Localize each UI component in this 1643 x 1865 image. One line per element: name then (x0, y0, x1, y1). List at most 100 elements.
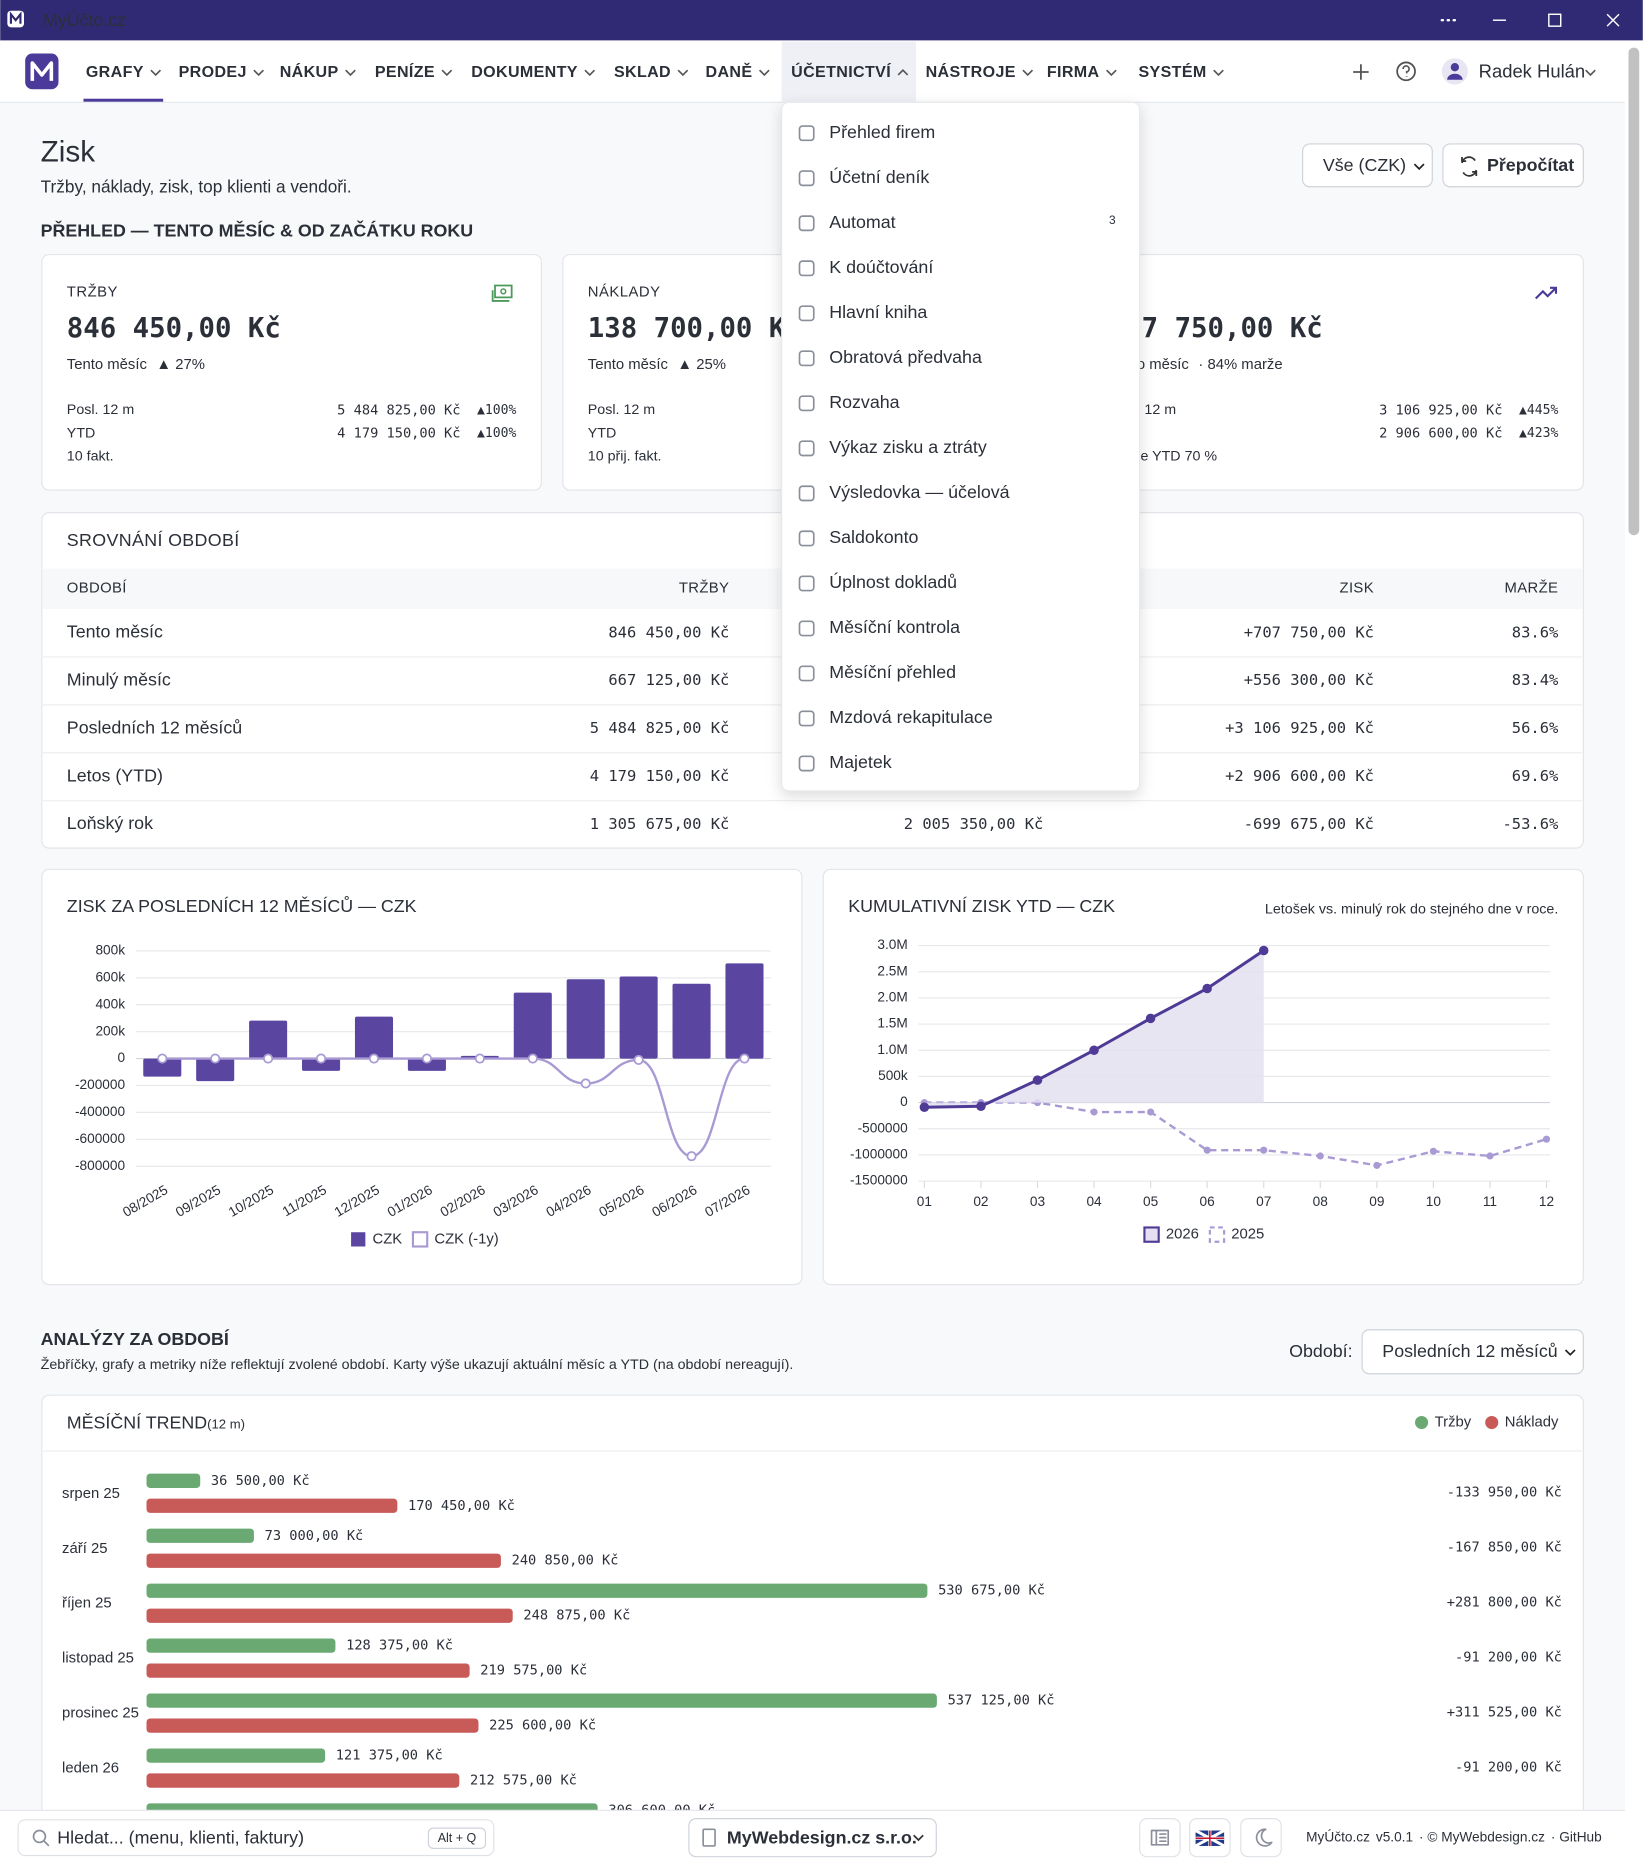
nav-item[interactable]: FIRMA (1047, 63, 1100, 81)
bar (196, 1058, 235, 1082)
kpi-period: Tento měsíc (588, 357, 669, 373)
scrollbar-thumb[interactable] (1628, 47, 1640, 536)
nav-item[interactable]: PENÍZE (375, 62, 435, 81)
menu-item[interactable]: Přehled firem (829, 122, 935, 142)
menu-item[interactable]: Mzdová rekapitulace (829, 707, 993, 727)
nav-item[interactable]: NÁSTROJE (926, 62, 1016, 81)
kpi-row-change: ▲423% (1519, 426, 1558, 441)
table-cell: 69.6% (1512, 767, 1559, 785)
currency-select[interactable] (1302, 143, 1433, 188)
point (919, 1102, 930, 1113)
legend-swatch (1415, 1415, 1429, 1430)
bar (146, 1608, 513, 1623)
difference-label: -133 950,00 Kč (1447, 1485, 1562, 1501)
avatar[interactable] (1441, 58, 1468, 85)
maximize-button[interactable] (1548, 13, 1562, 27)
menu-item[interactable]: Výsledovka — účelová (829, 482, 1009, 502)
y-tick-label: -600000 (75, 1131, 126, 1146)
nav-item[interactable]: DANĚ (706, 62, 753, 81)
y-tick-label: 0 (900, 1094, 908, 1109)
x-tick-label: 08 (1313, 1194, 1328, 1209)
nav-item[interactable]: ÚČETNICTVÍ (791, 62, 891, 81)
kpi-change: ▲ 27% (156, 357, 205, 373)
add-button[interactable] (1353, 64, 1369, 80)
point (1542, 1135, 1551, 1143)
row-label: listopad 25 (62, 1651, 134, 1667)
chevron (441, 69, 453, 77)
company-label[interactable]: MyWebdesign.cz s.r.o. (727, 1828, 917, 1848)
menu-item[interactable]: Rozvaha (829, 392, 899, 412)
menu-item[interactable]: Měsíční přehled (829, 662, 956, 682)
kpi-label: TRŽBY (67, 284, 118, 301)
search-placeholder[interactable]: Hledat... (menu, klienti, faktury) (57, 1828, 304, 1848)
row-label: Minulý měsíc (67, 669, 171, 689)
sidebar-icon (1150, 1829, 1170, 1846)
close-button[interactable] (1606, 13, 1620, 27)
bar (249, 1020, 288, 1059)
menu-item[interactable]: Hlavní kniha (829, 302, 927, 322)
bar (146, 1473, 201, 1488)
menu-item[interactable]: Saldokonto (829, 527, 918, 547)
period-label: Období: (1289, 1341, 1352, 1361)
recalculate-button[interactable] (1442, 143, 1584, 188)
company-select[interactable] (688, 1818, 937, 1858)
nav-item[interactable]: DOKUMENTY (471, 63, 578, 81)
period-select-label[interactable]: Posledních 12 měsíců (1382, 1341, 1557, 1361)
kpi-note: 10 přij. fakt. (588, 449, 662, 465)
menu-item[interactable]: K doúčtování (829, 257, 933, 277)
logo[interactable] (25, 53, 59, 90)
menu-item[interactable]: Úplnost dokladů (829, 571, 957, 592)
menu-item[interactable]: Majetek (829, 752, 892, 772)
table-cell: 56.6% (1512, 719, 1559, 737)
recalculate-label[interactable]: Přepočítat (1487, 155, 1574, 175)
legend-swatch (411, 1231, 429, 1248)
nav-item[interactable]: GRAFY (86, 63, 144, 81)
point (739, 1053, 750, 1064)
menu-panel (781, 101, 1141, 792)
point (1203, 1146, 1211, 1154)
line (924, 1101, 1547, 1167)
search-box[interactable] (17, 1819, 495, 1857)
table-cell: 1 305 675,00 Kč (590, 815, 730, 833)
bar (354, 1016, 394, 1059)
column-header: OBDOBÍ (67, 580, 127, 597)
point (1316, 1152, 1324, 1160)
menu-item[interactable]: Obratová předvaha (829, 347, 982, 367)
nav-item[interactable]: SYSTÉM (1138, 62, 1206, 81)
moon-icon (1255, 1828, 1273, 1847)
menu-item[interactable]: Účetní deník (829, 166, 929, 187)
x-tick-label: 02 (973, 1194, 988, 1209)
user-name[interactable]: Radek Hulán (1479, 60, 1586, 81)
period-select[interactable] (1361, 1329, 1584, 1375)
kpi-row-value: 5 484 825,00 Kč (337, 402, 460, 418)
y-tick-label: -1500000 (850, 1173, 908, 1188)
bar (619, 976, 658, 1059)
y-tick-label: -400000 (75, 1104, 126, 1119)
y-tick-label: 400k (95, 996, 125, 1011)
menu-item-icon (798, 260, 815, 277)
nav-open-highlight (781, 41, 917, 103)
table-cell: 2 005 350,00 Kč (904, 815, 1044, 833)
bar (146, 1693, 937, 1708)
value-label: 530 675,00 Kč (938, 1583, 1045, 1599)
bar (302, 1058, 341, 1071)
row-label: srpen 25 (62, 1486, 120, 1502)
menu-item[interactable]: Měsíční kontrola (829, 617, 960, 637)
currency-select-label[interactable]: Vše (CZK) (1323, 155, 1406, 175)
menu-item-icon (798, 350, 815, 367)
x-tick-label: 11 (1483, 1194, 1497, 1209)
kpi-row-label: Posl. 12 m (67, 402, 134, 418)
nav-item[interactable]: SKLAD (614, 63, 671, 81)
help-button[interactable] (1396, 61, 1416, 82)
nav-item[interactable]: NÁKUP (280, 62, 339, 81)
menu-item[interactable]: Automat (829, 212, 895, 232)
y-tick-label: 500k (878, 1068, 908, 1083)
legend-label: CZK (-1y) (434, 1231, 498, 1247)
nav-item[interactable]: PRODEJ (179, 63, 247, 81)
footer-text[interactable]: · GitHub (1551, 1829, 1602, 1844)
menu-item[interactable]: Výkaz zisku a ztráty (829, 437, 987, 457)
value-label: 248 875,00 Kč (523, 1608, 630, 1624)
y-tick-label: 1.0M (877, 1042, 907, 1057)
row-label: Tento měsíc (67, 621, 163, 641)
y-tick-label: 2.0M (877, 990, 907, 1005)
